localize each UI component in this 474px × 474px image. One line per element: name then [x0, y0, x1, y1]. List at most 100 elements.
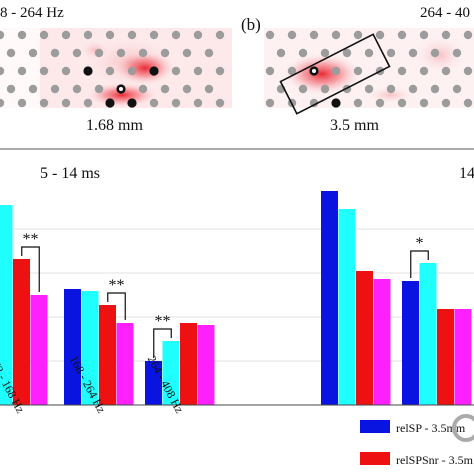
electrode — [408, 84, 418, 94]
bar — [419, 263, 437, 405]
electrode — [193, 66, 203, 76]
electrode-marker-solid — [149, 66, 159, 76]
electrode — [320, 84, 330, 94]
electrode — [94, 84, 104, 94]
electrode — [419, 98, 429, 108]
watermark-ring — [452, 414, 474, 442]
electrode — [28, 48, 38, 58]
electrode — [83, 30, 93, 40]
electrode — [61, 98, 71, 108]
electrode — [127, 30, 137, 40]
bar — [180, 323, 197, 405]
electrode — [171, 66, 181, 76]
electrode — [408, 48, 418, 58]
significance-label: ** — [109, 277, 125, 294]
electrode — [215, 30, 225, 40]
electrode — [463, 66, 473, 76]
electrode — [452, 48, 462, 58]
electrode — [298, 48, 308, 58]
electrode — [160, 84, 170, 94]
electrode — [452, 84, 462, 94]
bar — [338, 209, 356, 405]
electrode — [463, 98, 473, 108]
electrode — [17, 30, 27, 40]
electrode-marker-ring-center — [119, 87, 123, 91]
significance-bracket — [107, 292, 126, 320]
electrode — [0, 98, 5, 108]
electrode — [149, 98, 159, 108]
electrode — [364, 48, 374, 58]
electrode — [386, 48, 396, 58]
panel-b-frequency-label: 264 - 40 — [420, 5, 470, 21]
bar — [356, 271, 373, 405]
electrode — [375, 30, 385, 40]
chart-significance: ******* — [21, 231, 429, 358]
electrode — [39, 66, 49, 76]
electrode — [463, 30, 473, 40]
electrode — [0, 66, 5, 76]
bar — [162, 341, 180, 405]
electrode — [441, 98, 451, 108]
panel-b-region-box — [279, 33, 391, 115]
electrode — [50, 48, 60, 58]
panel-b: (b) 264 - 40 3.5 mm — [241, 5, 474, 134]
electrode — [397, 30, 407, 40]
panel-b-scale-label: 3.5 mm — [330, 117, 379, 134]
electrode — [215, 66, 225, 76]
chart-left-title: 5 - 14 ms — [40, 165, 100, 182]
electrode — [276, 48, 286, 58]
electrode — [116, 48, 126, 58]
electrode — [39, 98, 49, 108]
electrode — [353, 66, 363, 76]
significance-label: * — [416, 235, 424, 252]
bar — [437, 309, 454, 405]
electrode — [287, 66, 297, 76]
electrode — [441, 66, 451, 76]
electrode — [265, 98, 275, 108]
chart-bars — [0, 191, 472, 405]
electrode — [94, 48, 104, 58]
electrode — [160, 48, 170, 58]
electrode — [353, 98, 363, 108]
electrode — [397, 66, 407, 76]
electrode-marker-solid — [127, 98, 137, 108]
electrode — [149, 30, 159, 40]
electrode — [265, 30, 275, 40]
panel-b-heat-blob — [410, 33, 470, 77]
electrode — [193, 30, 203, 40]
bar — [197, 325, 215, 405]
electrode — [171, 98, 181, 108]
bar — [454, 309, 472, 405]
panel-a-heat-blob — [113, 50, 177, 86]
electrode — [342, 48, 352, 58]
electrode — [204, 48, 214, 58]
panel-b-heat-blob — [280, 52, 364, 96]
legend-swatch-relSP — [360, 420, 390, 433]
electrode — [331, 66, 341, 76]
electrode — [105, 66, 115, 76]
bar — [321, 191, 338, 405]
electrode — [6, 84, 16, 94]
electrode — [309, 30, 319, 40]
electrode — [287, 30, 297, 40]
electrode — [386, 84, 396, 94]
bar — [30, 295, 48, 405]
electrode — [204, 84, 214, 94]
electrode — [320, 48, 330, 58]
bar — [373, 279, 391, 405]
bar — [99, 305, 116, 405]
significance-bracket — [153, 328, 172, 358]
electrode — [397, 98, 407, 108]
electrode — [138, 48, 148, 58]
electrode — [265, 66, 275, 76]
panel-a-frequency-label: 8 - 264 Hz — [0, 5, 64, 21]
electrode — [72, 48, 82, 58]
electrode — [441, 30, 451, 40]
legend-label-relSP: relSP - 3.5mm — [396, 421, 466, 435]
electrode — [105, 30, 115, 40]
electrode — [83, 98, 93, 108]
electrode — [298, 84, 308, 94]
electrode — [127, 66, 137, 76]
significance-bracket — [21, 246, 40, 292]
electrode — [375, 98, 385, 108]
